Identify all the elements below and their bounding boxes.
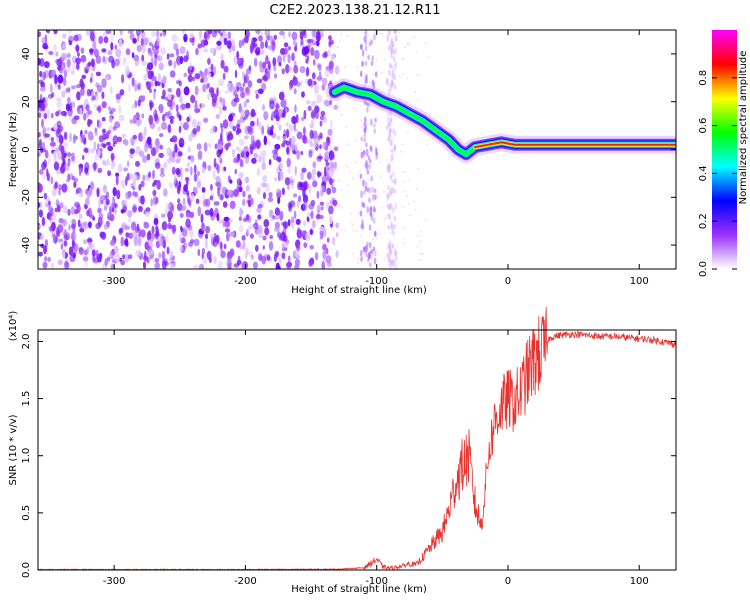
- signal-core-red: [474, 141, 676, 149]
- signal-point: [367, 92, 373, 97]
- y-axis-label: Frequency (Hz): [8, 112, 19, 188]
- spectrogram-image: [38, 30, 676, 269]
- signal-point: [446, 137, 452, 143]
- x-tick-label: 0: [505, 576, 511, 587]
- y-tick-label: 0.0: [21, 562, 32, 578]
- colorbar-tick-label: 0.6: [698, 118, 709, 134]
- chart-title: C2E2.2023.138.21.12.R11: [269, 3, 440, 18]
- signal-trace: [325, 78, 676, 164]
- y-axis-label: SNR (10 * v/v): [8, 414, 19, 485]
- colorbar: 0.0 0.2 0.4 0.6 0.8 Normalized spectral ampli…: [698, 30, 749, 277]
- light-dots: [336, 31, 430, 264]
- x-tick-label: -200: [234, 276, 257, 287]
- colorbar-tick-label: 0.8: [698, 70, 709, 86]
- y-tick-label: 0: [21, 146, 32, 152]
- y-tick-label: 40: [21, 48, 32, 61]
- y-scale-label: (x10⁴): [8, 311, 19, 342]
- snr-panel: -300 -200 -100 0 100 0.0 0.5 1.0 1.5 2.0 Height of…: [8, 307, 677, 595]
- x-axis-label: Height of straight line (km): [291, 584, 427, 595]
- snr-series-line: [37, 307, 677, 571]
- signal-point: [420, 118, 425, 124]
- x-tick-label: -100: [365, 276, 388, 287]
- y-tick-label: 1.0: [21, 448, 32, 464]
- x-tick-label: 100: [630, 576, 649, 587]
- colorbar-tick-label: 0.4: [698, 165, 709, 181]
- signal-point: [381, 99, 386, 104]
- x-axis-label: Height of straight line (km): [291, 285, 427, 296]
- y-tick-label: 2.0: [21, 333, 32, 349]
- x-tick-label: -200: [234, 576, 257, 587]
- x-tick-label: 0: [505, 276, 511, 287]
- colorbar-tick-label: 0.2: [698, 213, 709, 229]
- x-tick-label: -100: [365, 576, 388, 587]
- signal-point: [407, 111, 412, 116]
- y-tick-label: 20: [21, 95, 32, 108]
- x-tick-label: -300: [103, 576, 126, 587]
- colorbar-gradient: [712, 30, 737, 269]
- noise-field: [38, 30, 340, 269]
- signal-point: [341, 85, 347, 90]
- y-tick-label: 1.5: [21, 391, 32, 407]
- y-tick-label: -20: [21, 189, 32, 205]
- x-tick-label: 100: [630, 276, 649, 287]
- sparse-column: [385, 30, 398, 269]
- y-tick-label: 0.5: [21, 505, 32, 521]
- plot-frame: [37, 329, 677, 571]
- colorbar-tick-label: 0.0: [698, 261, 709, 277]
- sparse-column: [359, 30, 379, 267]
- signal-point: [394, 104, 399, 109]
- x-tick-label: -300: [103, 276, 126, 287]
- colorbar-label: Normalized spectral amplitude: [738, 51, 749, 205]
- signal-point: [354, 89, 360, 95]
- signal-point: [332, 89, 337, 95]
- y-tick-label: -40: [21, 237, 32, 253]
- signal-point: [433, 128, 438, 133]
